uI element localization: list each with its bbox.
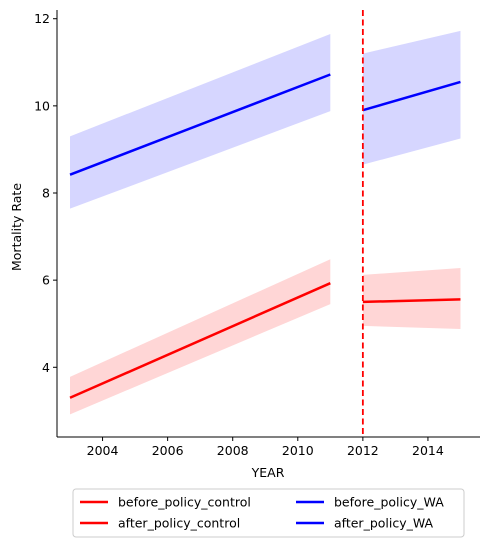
ci-band-before_policy_control: [70, 259, 331, 415]
y-tick-label: 12: [34, 11, 50, 26]
confidence-bands: [70, 30, 461, 415]
legend-label-before_policy_WA: before_policy_WA: [334, 495, 444, 510]
y-axis-ticks: 4 6 8 10 12: [34, 11, 57, 375]
legend: before_policy_control after_policy_contro…: [72, 488, 465, 538]
x-tick-label: 2008: [217, 443, 249, 458]
ci-band-after_policy_WA: [362, 30, 461, 165]
y-axis-title: Mortality Rate: [9, 183, 24, 271]
y-tick-label: 6: [42, 273, 50, 288]
y-tick-label: 8: [42, 186, 50, 201]
series-lines: [69, 73, 461, 399]
x-tick-label: 2014: [412, 443, 444, 458]
x-tick-label: 2012: [347, 443, 379, 458]
ci-band-after_policy_control: [362, 267, 461, 329]
series-line-after_policy_WA: [362, 80, 461, 112]
series-line-before_policy_control: [69, 282, 331, 399]
x-tick-label: 2010: [282, 443, 314, 458]
series-line-after_policy_control: [362, 298, 461, 304]
x-axis-ticks: 2004 2006 2008 2010 2012 2014: [87, 437, 444, 458]
legend-label-before_policy_control: before_policy_control: [118, 495, 251, 510]
legend-label-after_policy_control: after_policy_control: [118, 516, 240, 531]
series-line-before_policy_WA: [69, 73, 331, 176]
ci-band-before_policy_WA: [70, 33, 331, 209]
x-tick-label: 2006: [152, 443, 184, 458]
x-tick-label: 2004: [87, 443, 119, 458]
axes: [56, 10, 480, 438]
legend-label-after_policy_WA: after_policy_WA: [334, 516, 434, 531]
y-tick-label: 10: [34, 98, 50, 113]
legend-frame: [72, 488, 465, 538]
x-axis-title: YEAR: [251, 465, 285, 480]
y-tick-label: 4: [42, 360, 50, 375]
